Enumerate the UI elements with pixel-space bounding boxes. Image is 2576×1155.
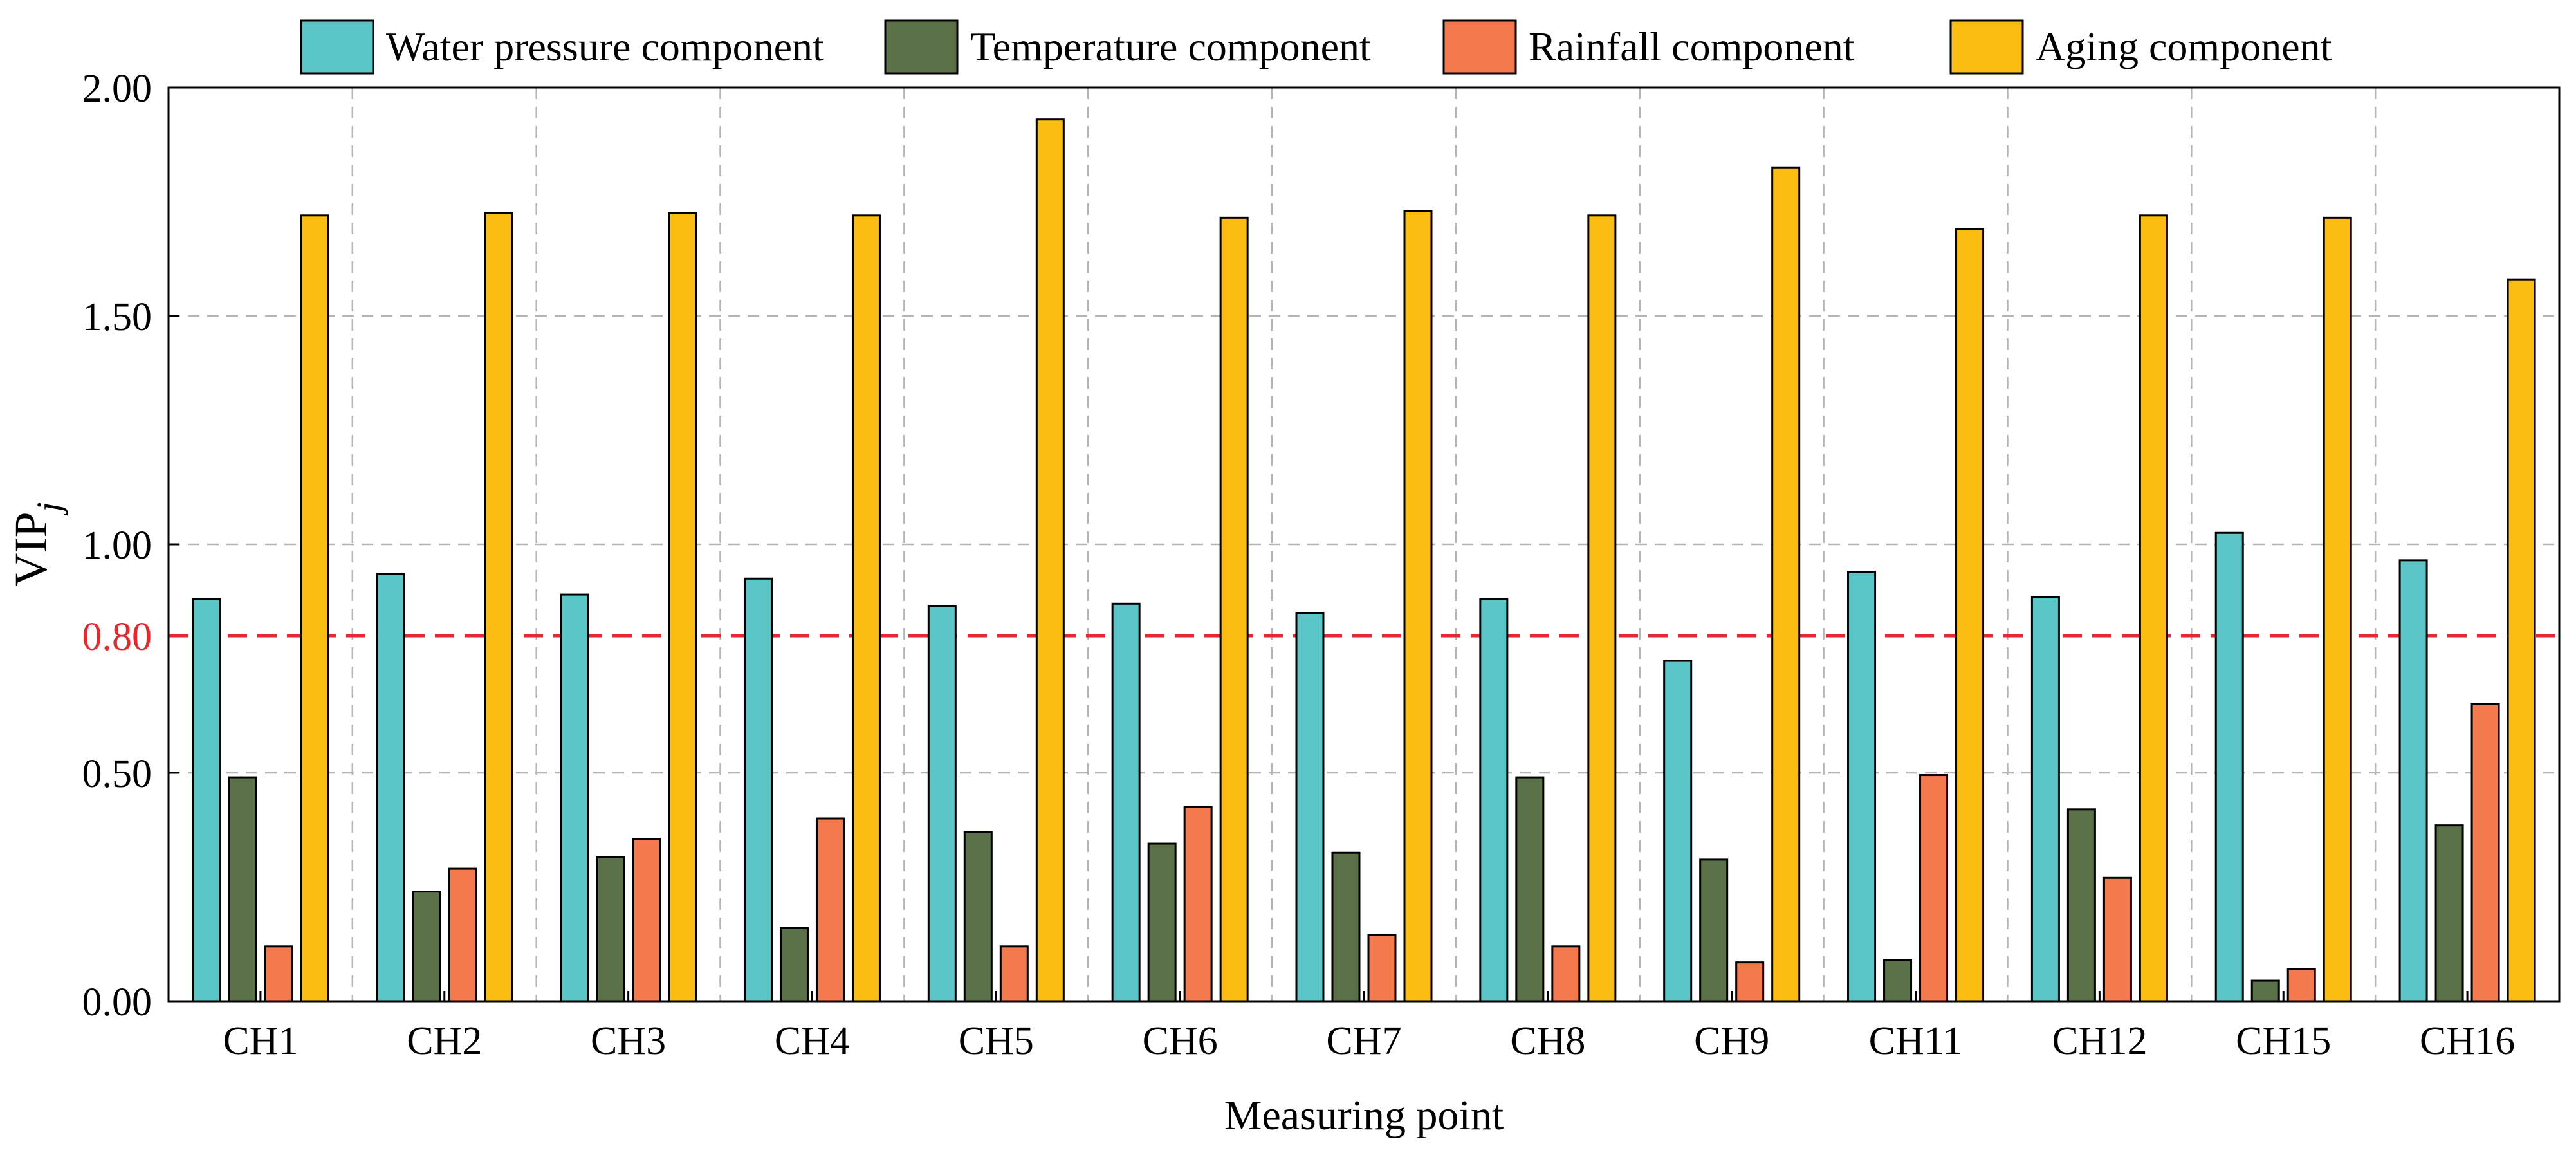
bar	[851, 214, 881, 1003]
x-tick-label: CH15	[2236, 1019, 2331, 1063]
x-tick-label: CH16	[2420, 1019, 2515, 1063]
x-axis-title: Measuring point	[1224, 1092, 1504, 1139]
x-tick-label: CH7	[1326, 1019, 1401, 1063]
bar	[743, 577, 773, 1003]
bar	[1919, 774, 1949, 1003]
legend-label: Rainfall component	[1529, 24, 1855, 69]
x-tick-label: CH6	[1143, 1019, 1218, 1063]
bars	[192, 118, 2536, 1003]
bar	[1035, 118, 1065, 1003]
bar	[999, 945, 1029, 1003]
bar	[1147, 842, 1177, 1003]
bar	[2250, 979, 2280, 1003]
bar	[1587, 214, 1617, 1003]
bar	[815, 817, 845, 1003]
bar	[2030, 596, 2060, 1003]
bar	[1403, 210, 1433, 1003]
bar	[560, 593, 589, 1003]
bar	[412, 891, 441, 1003]
bar	[2139, 214, 2168, 1003]
y-axis-title: VIPj	[5, 502, 68, 586]
bar	[484, 212, 513, 1003]
legend-label: Temperature component	[970, 24, 1371, 69]
legend-swatch	[300, 19, 374, 75]
bar	[779, 927, 809, 1003]
bar	[228, 776, 257, 1003]
x-tick-label: CH8	[1510, 1019, 1585, 1063]
x-tick-label: CH4	[775, 1019, 850, 1063]
bar	[1515, 776, 1545, 1003]
axis-ticks: 0.00 0.50 1.00 1.50 2.00 CH1 CH2 CH3 CH4 CH5 CH6 CH…	[82, 67, 2516, 1063]
legend-swatch	[1949, 19, 2024, 75]
bar	[668, 212, 697, 1003]
bar	[1847, 571, 1877, 1003]
y-axis-title-subscript: j	[30, 502, 68, 515]
y-tick-label: 1.50	[82, 295, 152, 339]
bar	[2507, 278, 2536, 1003]
bar	[300, 214, 329, 1003]
bar	[2102, 876, 2132, 1003]
x-tick-label: CH12	[2052, 1019, 2147, 1063]
bar	[1367, 934, 1397, 1003]
bar	[192, 598, 221, 1003]
bar	[264, 945, 293, 1003]
bar	[1663, 660, 1693, 1003]
bar	[2214, 531, 2244, 1003]
x-tick-label: CH1	[223, 1019, 298, 1063]
legend: Water pressure component Temperature comp…	[300, 19, 2332, 75]
bar	[376, 573, 405, 1003]
legend-swatch	[1442, 19, 1517, 75]
bar	[2470, 703, 2500, 1003]
bar	[1219, 216, 1249, 1003]
bar	[2398, 559, 2428, 1003]
bar	[1331, 851, 1361, 1003]
gridlines	[169, 88, 2559, 1001]
x-tick-label: CH5	[959, 1019, 1034, 1063]
bar	[1111, 602, 1141, 1003]
bar	[963, 831, 993, 1003]
x-tick-label: CH2	[407, 1019, 482, 1063]
y-tick-label: 2.00	[82, 67, 152, 111]
legend-label: Water pressure component	[386, 24, 824, 69]
bar	[1883, 959, 1913, 1003]
bar	[1551, 945, 1581, 1003]
bar	[2286, 968, 2316, 1003]
bar	[1183, 806, 1213, 1003]
legend-swatch	[884, 19, 959, 75]
x-tick-label: CH9	[1694, 1019, 1769, 1063]
y-axis-title-main: VIP	[5, 512, 57, 587]
bar	[1295, 612, 1325, 1003]
bar	[1955, 228, 1985, 1003]
x-tick-label: CH11	[1869, 1019, 1963, 1063]
bar	[1735, 961, 1765, 1003]
bar	[1771, 166, 1801, 1003]
bar	[596, 856, 625, 1003]
y-tick-label: 0.00	[82, 981, 152, 1024]
y-tick-label: 0.50	[82, 752, 152, 796]
x-tick-label: CH3	[591, 1019, 666, 1063]
y-tick-label: 1.00	[82, 524, 152, 568]
legend-label: Aging component	[2036, 24, 2332, 69]
bar	[2066, 808, 2096, 1003]
bar	[448, 867, 477, 1003]
threshold-label: 0.80	[82, 615, 152, 659]
bar	[1479, 598, 1509, 1003]
bar	[927, 605, 957, 1003]
bar	[2323, 216, 2352, 1003]
bar	[2434, 824, 2464, 1003]
bar	[632, 838, 661, 1003]
bar	[1699, 858, 1729, 1003]
